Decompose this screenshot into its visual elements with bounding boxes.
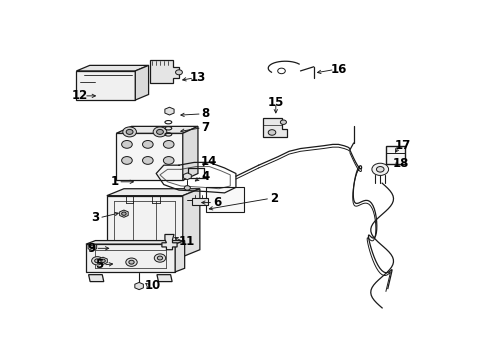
Text: 17: 17 xyxy=(395,139,411,152)
Circle shape xyxy=(175,70,182,75)
Polygon shape xyxy=(165,107,174,115)
Polygon shape xyxy=(120,210,128,217)
Circle shape xyxy=(163,157,174,164)
Circle shape xyxy=(92,257,103,265)
Circle shape xyxy=(153,127,167,137)
Bar xyxy=(192,198,208,205)
Text: 3: 3 xyxy=(91,211,99,224)
Polygon shape xyxy=(135,283,144,290)
Polygon shape xyxy=(116,126,198,133)
Polygon shape xyxy=(183,173,191,180)
Polygon shape xyxy=(183,126,198,180)
Polygon shape xyxy=(157,275,172,282)
Polygon shape xyxy=(107,195,183,257)
Circle shape xyxy=(372,163,389,175)
Polygon shape xyxy=(99,257,107,264)
Text: 7: 7 xyxy=(201,121,210,134)
Text: 15: 15 xyxy=(268,96,284,109)
Text: 12: 12 xyxy=(72,89,88,102)
Circle shape xyxy=(157,256,163,260)
Bar xyxy=(206,187,244,212)
Circle shape xyxy=(376,167,384,172)
Text: 2: 2 xyxy=(270,192,278,205)
Bar xyxy=(386,146,405,164)
Polygon shape xyxy=(175,240,185,272)
Circle shape xyxy=(143,157,153,164)
Text: 4: 4 xyxy=(201,170,210,183)
Circle shape xyxy=(280,120,287,125)
Circle shape xyxy=(101,259,105,262)
Text: 6: 6 xyxy=(213,196,221,209)
Circle shape xyxy=(163,140,174,148)
Text: 11: 11 xyxy=(178,235,195,248)
Circle shape xyxy=(122,140,132,148)
Polygon shape xyxy=(89,275,104,282)
Circle shape xyxy=(126,258,137,266)
Circle shape xyxy=(157,129,163,134)
Circle shape xyxy=(95,259,100,263)
Text: 9: 9 xyxy=(88,242,96,255)
Polygon shape xyxy=(88,243,97,251)
Polygon shape xyxy=(76,66,148,71)
Polygon shape xyxy=(150,60,179,84)
Text: 5: 5 xyxy=(95,258,103,271)
Polygon shape xyxy=(135,66,148,100)
Text: 16: 16 xyxy=(330,63,346,76)
Text: 14: 14 xyxy=(201,154,218,167)
Text: 18: 18 xyxy=(393,157,409,170)
Circle shape xyxy=(184,186,190,190)
Text: 10: 10 xyxy=(144,279,161,292)
Polygon shape xyxy=(86,244,175,272)
Text: 13: 13 xyxy=(190,71,206,84)
Circle shape xyxy=(129,260,134,264)
Polygon shape xyxy=(86,240,185,244)
Polygon shape xyxy=(116,133,183,180)
Polygon shape xyxy=(183,189,200,257)
Circle shape xyxy=(122,157,132,164)
Polygon shape xyxy=(107,189,200,195)
Text: 1: 1 xyxy=(110,175,119,188)
Polygon shape xyxy=(76,71,135,100)
Circle shape xyxy=(90,245,95,249)
Circle shape xyxy=(154,254,166,262)
Circle shape xyxy=(143,140,153,148)
Polygon shape xyxy=(263,118,287,138)
Circle shape xyxy=(122,212,126,215)
Circle shape xyxy=(123,127,136,137)
Polygon shape xyxy=(162,234,177,250)
Circle shape xyxy=(268,130,276,135)
Text: 8: 8 xyxy=(201,107,210,120)
Circle shape xyxy=(126,129,133,134)
